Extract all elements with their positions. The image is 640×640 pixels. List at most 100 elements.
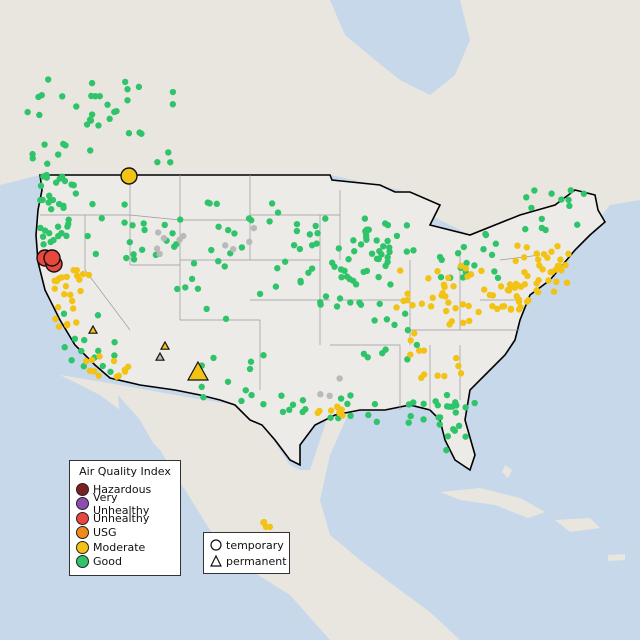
station-marker [169, 230, 176, 237]
shape-legend-permanent: permanent [210, 553, 287, 569]
station-marker [79, 270, 87, 278]
station-marker [299, 397, 307, 404]
station-marker [167, 159, 174, 166]
station-marker [542, 226, 549, 234]
station-marker [454, 249, 462, 257]
station-marker [504, 286, 512, 294]
station-marker [442, 307, 450, 315]
station-marker [54, 151, 62, 158]
station-marker [73, 103, 80, 110]
station-marker [63, 232, 70, 240]
station-marker [328, 259, 336, 266]
station-marker [403, 222, 411, 229]
station-marker [224, 378, 232, 385]
station-marker [548, 190, 555, 197]
station-marker [256, 290, 264, 298]
station-marker [506, 281, 514, 288]
station-marker [113, 107, 120, 115]
station-marker [404, 356, 411, 363]
station-marker [347, 299, 354, 306]
station-marker [336, 375, 343, 382]
station-marker [58, 229, 65, 237]
station-marker [494, 305, 501, 313]
station-marker [471, 262, 478, 269]
station-marker [434, 372, 441, 379]
station-marker [98, 215, 105, 222]
station-marker [36, 111, 43, 119]
legend-item-very-unhealthy: Very Unhealthy [76, 491, 174, 517]
station-marker [380, 243, 387, 250]
station-marker [124, 86, 131, 93]
station-marker [45, 229, 53, 237]
station-marker [450, 283, 457, 290]
station-marker [44, 76, 52, 83]
station-marker [221, 263, 228, 270]
station-marker [384, 254, 391, 261]
station-marker [92, 93, 99, 100]
station-marker [523, 298, 531, 305]
station-marker [95, 372, 102, 379]
moderate-station-marker [120, 167, 138, 185]
station-marker [507, 306, 515, 313]
shape-legend-label: temporary [226, 538, 284, 552]
station-marker [462, 433, 469, 440]
station-marker [83, 121, 91, 128]
station-marker [242, 387, 249, 394]
station-marker [444, 433, 452, 440]
station-marker [203, 305, 210, 313]
station-marker [453, 354, 460, 362]
station-marker [455, 362, 462, 370]
hudson-bay [330, 0, 470, 95]
station-marker [224, 226, 232, 234]
station-marker [457, 370, 465, 377]
station-marker [41, 141, 48, 148]
station-marker [165, 149, 172, 156]
station-marker [88, 111, 96, 118]
station-marker [436, 421, 443, 428]
station-marker [94, 312, 102, 319]
legend-item-hazardous: Hazardous [76, 482, 174, 497]
station-marker [88, 79, 96, 87]
station-marker [327, 407, 335, 414]
station-marker [47, 205, 55, 213]
station-marker [552, 266, 560, 273]
station-marker [368, 250, 376, 257]
station-marker [231, 230, 238, 237]
station-marker [289, 401, 297, 408]
station-marker [345, 256, 352, 263]
station-marker [522, 225, 529, 233]
station-marker [213, 200, 221, 208]
station-marker [443, 403, 451, 410]
station-marker [198, 383, 205, 391]
station-marker [565, 250, 572, 258]
station-marker [293, 227, 301, 235]
station-marker [51, 285, 58, 292]
station-marker [341, 267, 348, 275]
station-marker [123, 254, 130, 262]
station-marker [78, 347, 85, 355]
station-marker [387, 281, 394, 288]
station-marker [222, 315, 230, 323]
station-marker [141, 226, 148, 234]
station-marker [306, 231, 314, 238]
legend-label: Very Unhealthy [93, 490, 150, 517]
station-marker [305, 269, 312, 276]
station-marker [405, 401, 413, 408]
station-marker [308, 265, 316, 272]
station-marker [44, 160, 51, 167]
station-marker [268, 200, 276, 207]
station-marker [352, 281, 360, 288]
station-marker [38, 91, 45, 99]
station-marker [140, 220, 147, 227]
station-marker [84, 232, 91, 240]
bahamas [502, 465, 512, 478]
station-marker [124, 97, 131, 104]
station-marker [121, 219, 128, 226]
station-marker [451, 427, 459, 434]
legend-item-good: Good [76, 555, 174, 570]
station-marker [130, 251, 137, 258]
station-marker [52, 315, 59, 323]
station-marker [566, 202, 573, 210]
station-marker [528, 204, 535, 212]
station-marker [80, 363, 87, 370]
